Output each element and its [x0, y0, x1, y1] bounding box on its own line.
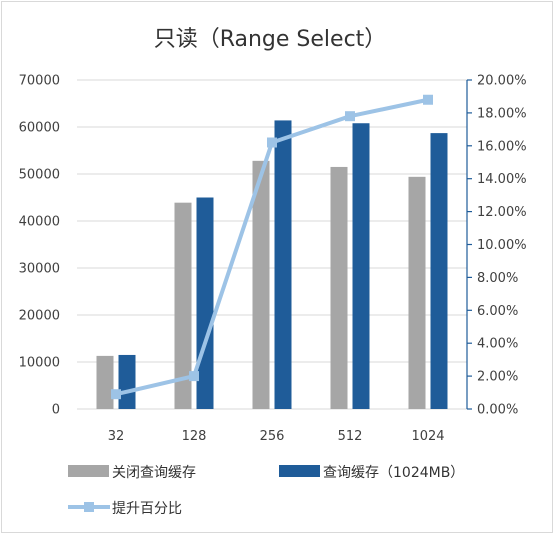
y-left-tick-label: 10000: [19, 356, 60, 371]
legend: 关闭查询缓存 查询缓存（1024MB） 提升百分比: [68, 465, 464, 517]
bar-no-cache: [408, 176, 426, 409]
y-right-tick-label: 4.00%: [477, 337, 518, 352]
bar-query-cache: [196, 197, 214, 409]
y-right-tick-label: 20.00%: [477, 74, 527, 89]
bar-query-cache: [274, 120, 292, 410]
y-left-tick-label: 40000: [19, 215, 60, 230]
bar-no-cache: [252, 160, 270, 409]
bar-no-cache: [96, 355, 114, 409]
bars: [96, 120, 448, 410]
bar-query-cache: [118, 354, 136, 409]
y-right-tick-label: 0.00%: [477, 403, 518, 418]
percent-line: [111, 94, 433, 400]
percent-line-marker: [111, 389, 121, 400]
x-tick-label: 32: [108, 429, 125, 444]
y-right-tick-label: 8.00%: [477, 271, 518, 286]
y-right-tick-label: 16.00%: [477, 139, 527, 154]
y-left-tick-label: 30000: [19, 262, 60, 277]
legend-label-percent: 提升百分比: [112, 501, 182, 517]
percent-line-marker: [189, 371, 199, 382]
percent-line-marker: [267, 137, 277, 148]
y-left-tick-label: 70000: [19, 74, 60, 89]
gridlines: [77, 79, 467, 410]
x-tick-label: 1024: [411, 429, 444, 444]
y-left-tick-label: 50000: [19, 168, 60, 183]
x-tick-label: 256: [260, 429, 285, 444]
y-right-tick-label: 2.00%: [477, 370, 518, 385]
legend-marker-percent: [84, 502, 94, 512]
y-right-tick-label: 6.00%: [477, 304, 518, 319]
x-tick-label: 512: [338, 429, 363, 444]
legend-swatch-no-cache: [68, 465, 109, 477]
bar-no-cache: [330, 166, 348, 409]
x-tick-label: 128: [182, 429, 207, 444]
legend-swatch-query-cache: [279, 465, 320, 477]
chart-title: 只读（Range Select）: [154, 27, 387, 52]
axes: 0 10000 20000 30000 40000 50000 60000 70000 0.00…: [19, 74, 527, 445]
percent-line-marker: [345, 111, 355, 122]
y-left-tick-label: 60000: [19, 121, 60, 136]
y-left-tick-label: 0: [52, 403, 60, 418]
bar-query-cache: [352, 123, 370, 410]
y-right-tick-label: 10.00%: [477, 238, 527, 253]
bar-query-cache: [430, 133, 448, 410]
y-right-tick-label: 12.00%: [477, 205, 527, 220]
legend-label-no-cache: 关闭查询缓存: [112, 465, 196, 481]
bar-no-cache: [174, 202, 192, 409]
legend-label-query-cache: 查询缓存（1024MB）: [323, 465, 464, 481]
y-left-tick-label: 20000: [19, 309, 60, 324]
percent-line-marker: [423, 94, 433, 105]
y-right-tick-label: 18.00%: [477, 106, 527, 121]
y-right-tick-label: 14.00%: [477, 172, 527, 187]
